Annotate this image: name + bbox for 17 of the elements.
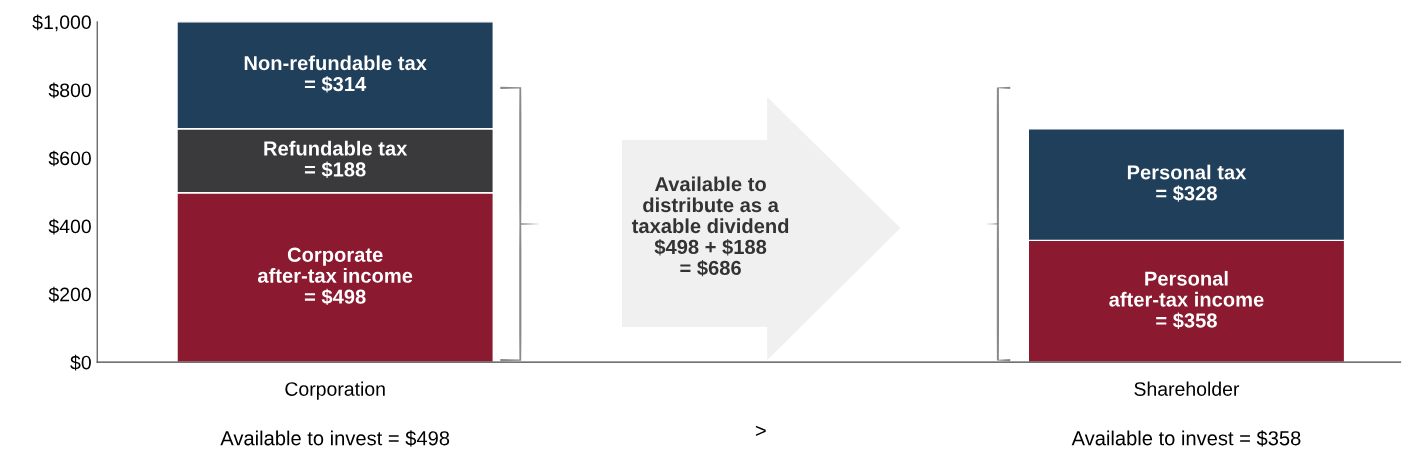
x-tick-label: Corporation — [285, 381, 385, 400]
annotation: Available to distribute as a taxable dividend $498 + $188 = $686 — [631, 176, 789, 277]
data-label: Corporate after-tax income = $498 — [257, 247, 413, 306]
y-tick-label: $800 — [48, 82, 91, 99]
y-tick-label: $200 — [48, 286, 91, 303]
text: Available to invest = $358 — [1071, 430, 1301, 447]
y-tick-label: $0 — [70, 354, 91, 371]
x-tick-label: Shareholder — [1134, 381, 1240, 396]
data-label: Personal tax = $328 — [1127, 164, 1247, 202]
text: Available to invest = $498 — [220, 430, 450, 447]
text: > — [755, 425, 766, 436]
data-label: Refundable tax = $188 — [264, 140, 408, 178]
y-tick-label: $600 — [48, 150, 91, 167]
y-tick-label: $1,000 — [32, 14, 91, 32]
data-label: Personal after-tax income = $358 — [1109, 270, 1264, 329]
data-label: Non-refundable tax = $314 — [244, 55, 427, 93]
y-tick-label: $400 — [48, 218, 91, 235]
